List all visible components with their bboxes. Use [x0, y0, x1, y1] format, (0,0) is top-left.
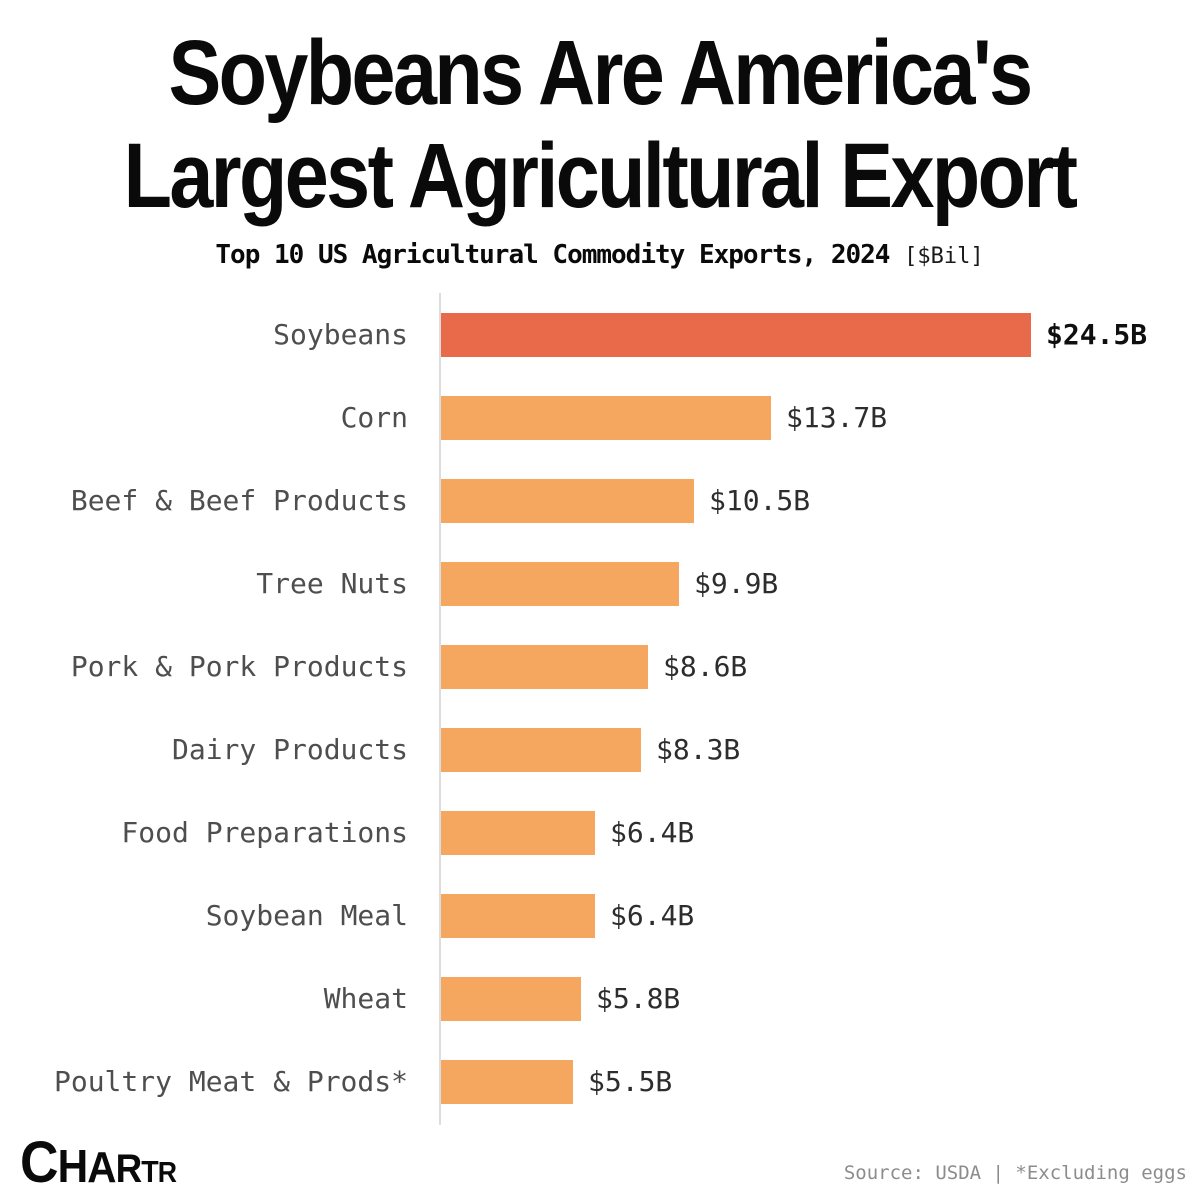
bar [441, 312, 1031, 357]
chart-unit-label: [$Bil] [904, 244, 984, 269]
bar-zone: $8.6B [441, 644, 1199, 689]
category-label: Wheat [323, 982, 408, 1015]
value-label: $24.5B [1046, 318, 1148, 351]
value-label: $5.8B [596, 982, 681, 1015]
bar-row: Poultry Meat & Prods* $5.5B [0, 1040, 1199, 1123]
bar-row: Dairy Products $8.3B [0, 708, 1199, 791]
bar-rows-container: Soybeans $24.5B Corn $13.7B Beef & Beef Prod… [0, 293, 1199, 1123]
value-label: $13.7B [786, 401, 888, 434]
bar-zone: $6.4B [441, 810, 1199, 855]
chart-subtitle: Top 10 US Agricultural Commodity Exports… [0, 240, 1199, 270]
bar [441, 893, 595, 938]
category-label: Poultry Meat & Prods* [53, 1065, 408, 1098]
chart-title-line-2: Largest Agricultural Export [123, 125, 1078, 227]
bar-zone: $10.5B [441, 478, 1199, 523]
bar-row: Soybeans $24.5B [0, 293, 1199, 376]
value-label: $8.3B [656, 733, 741, 766]
logo-letter: A [87, 1143, 116, 1192]
bar-row: Corn $13.7B [0, 376, 1199, 459]
source-attribution: Source: USDA | *Excluding eggs [843, 1162, 1187, 1184]
bar [441, 1059, 573, 1104]
value-label: $6.4B [610, 899, 695, 932]
category-label: Tree Nuts [256, 567, 408, 600]
value-label: $8.6B [663, 650, 748, 683]
bar [441, 727, 641, 772]
chart-header: Soybeans Are America's Largest Agricultu… [0, 22, 1199, 270]
bar-row: Beef & Beef Products $10.5B [0, 459, 1199, 542]
category-label: Pork & Pork Products [70, 650, 408, 683]
bar-zone: $5.8B [441, 976, 1199, 1021]
category-label: Soybeans [273, 318, 408, 351]
category-label: Corn [340, 401, 408, 434]
bar-zone: $6.4B [441, 893, 1199, 938]
bar [441, 810, 595, 855]
chart-title-line-1: Soybeans Are America's [168, 22, 1033, 124]
bar [441, 976, 581, 1021]
bar-zone: $5.5B [441, 1059, 1199, 1104]
bar-row: Pork & Pork Products $8.6B [0, 625, 1199, 708]
bar-zone: $8.3B [441, 727, 1199, 772]
bar-row: Food Preparations $6.4B [0, 791, 1199, 874]
bar [441, 395, 771, 440]
category-label: Beef & Beef Products [70, 484, 408, 517]
value-label: $5.5B [588, 1065, 673, 1098]
logo-letter: T [141, 1154, 158, 1189]
bar [441, 644, 648, 689]
logo-letter: H [57, 1140, 89, 1192]
bar-row: Tree Nuts $9.9B [0, 542, 1199, 625]
y-axis-line [439, 293, 441, 1125]
logo-letter: R [157, 1157, 177, 1189]
logo-letter: R [115, 1147, 143, 1191]
chartr-logo: CHARTR [20, 1130, 177, 1195]
logo-letter: C [20, 1130, 59, 1195]
bar-row: Soybean Meal $6.4B [0, 874, 1199, 957]
bar-zone: $13.7B [441, 395, 1199, 440]
chart-subtitle-text: Top 10 US Agricultural Commodity Exports… [215, 240, 890, 270]
category-label: Food Preparations [121, 816, 408, 849]
bar [441, 478, 694, 523]
category-label: Soybean Meal [205, 899, 408, 932]
bar [441, 561, 679, 606]
bar-zone: $9.9B [441, 561, 1199, 606]
value-label: $10.5B [709, 484, 811, 517]
value-label: $9.9B [694, 567, 779, 600]
bar-chart: Soybeans $24.5B Corn $13.7B Beef & Beef Prod… [0, 293, 1199, 1125]
category-label: Dairy Products [171, 733, 408, 766]
value-label: $6.4B [610, 816, 695, 849]
chart-footer: CHARTR Source: USDA | *Excluding eggs [0, 1128, 1199, 1198]
bar-row: Wheat $5.8B [0, 957, 1199, 1040]
bar-zone: $24.5B [441, 312, 1199, 357]
